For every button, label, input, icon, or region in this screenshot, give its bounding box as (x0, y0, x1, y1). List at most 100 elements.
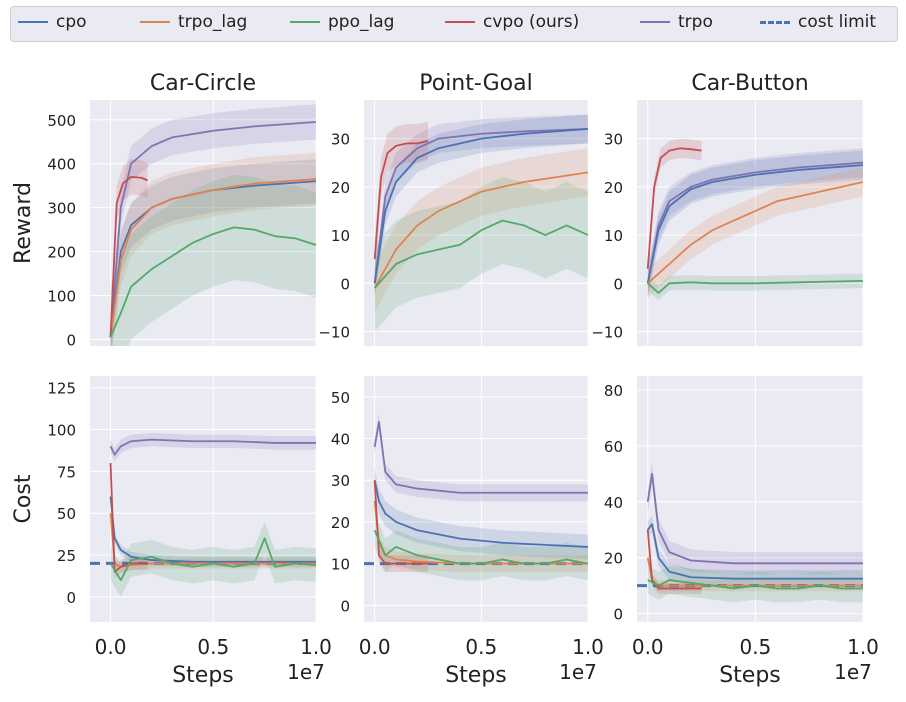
series-line-cvpo-ours- (373, 480, 428, 565)
y-tick-label: 20 (604, 550, 623, 568)
band-trpo-lag (110, 152, 316, 346)
plot-area (90, 432, 316, 597)
x-tick-label: 1.0 (847, 635, 879, 659)
y-tick-label: 60 (604, 438, 623, 456)
x-tick-label: 0.5 (465, 635, 497, 659)
y-tick-label: 20 (331, 179, 350, 197)
legend-label: cpo (56, 12, 87, 32)
band-cpo (647, 150, 863, 298)
y-tick-label: 30 (604, 131, 623, 149)
y-tick-label: 75 (57, 463, 76, 481)
series-line-trpo-lag (373, 171, 588, 289)
y-tick-label: 300 (47, 200, 76, 218)
series-line-ppo-lag (109, 537, 316, 582)
chart-panel-1: 0 100 200 300 400 500 Car-Circle Reward (11, 71, 317, 349)
y-tick-label: 500 (47, 112, 76, 130)
series-line-cvpo-ours- (646, 147, 702, 269)
y-tick-label: 50 (331, 389, 350, 407)
band-ppo-lag (374, 177, 588, 332)
y-tick-label: 20 (604, 179, 623, 197)
y-tick-label: 200 (47, 244, 76, 262)
y-tick-label: 40 (331, 431, 350, 449)
band-cpo (374, 467, 588, 560)
band-ppo-lag (647, 273, 863, 301)
chart-title: Car-Circle (150, 71, 256, 96)
series-line-trpo (373, 420, 588, 494)
legend-line (18, 21, 48, 23)
legend-label: ppo_lag (328, 12, 395, 32)
legend-label: cost limit (798, 12, 877, 32)
y-tick-label: 0 (340, 597, 350, 615)
band-ppo-lag (110, 174, 316, 346)
series-line-trpo (109, 438, 316, 456)
y-tick-label: 10 (604, 227, 623, 245)
chart-title: Car-Button (691, 71, 808, 96)
series-line-trpo (646, 161, 863, 284)
chart-panel-4: 0 25 50 75 100 125 Cost 0.0 0.5 1.0 Steps 1e7 (11, 376, 332, 688)
series-line-ppo-lag (373, 219, 588, 289)
x-tick-label: 0.5 (197, 635, 229, 659)
y-tick-label: 400 (47, 156, 76, 174)
band-cvpo-ours- (110, 159, 148, 346)
y-tick-label: 20 (331, 514, 350, 532)
chart-title: Point-Goal (419, 71, 532, 96)
chart-panel-6: 0 20 40 60 80 0.0 0.5 1.0 Steps 1e7 (604, 376, 879, 688)
y-tick-label: 125 (47, 380, 76, 398)
y-tick-label: 0 (613, 275, 623, 293)
plot-area (646, 138, 863, 301)
y-tick-label: 25 (57, 547, 76, 565)
legend-entry-cost-limit: cost limit (760, 8, 876, 36)
legend-line (290, 21, 320, 23)
band-cvpo-ours- (647, 524, 702, 595)
legend-line (640, 21, 670, 23)
series-line-ppo-lag (647, 579, 863, 590)
series-line-cvpo-ours- (109, 462, 148, 573)
y-tick-label: 0 (66, 589, 76, 607)
plot-area (109, 104, 316, 346)
chart-panel-2: −10 0 10 20 30 Point-Goal (318, 71, 589, 346)
y-tick-label: 10 (331, 227, 350, 245)
legend-label: trpo (678, 12, 713, 32)
y-tick-label: 0 (340, 275, 350, 293)
x-axis-multiplier: 1e7 (287, 660, 325, 684)
y-tick-label: 40 (604, 494, 623, 512)
band-trpo (374, 114, 588, 298)
series-line-cvpo-ours- (109, 175, 148, 338)
chart-panel-3: −10 0 10 20 30 Car-Button (591, 71, 864, 346)
series-line-trpo (646, 472, 863, 565)
x-tick-label: 0.0 (359, 635, 391, 659)
series-line-cpo (373, 480, 588, 548)
plot-area (373, 114, 588, 332)
series-line-trpo-lag (109, 178, 316, 338)
series-line-cvpo-ours- (373, 140, 429, 260)
x-axis-multiplier: 1e7 (834, 660, 872, 684)
legend (10, 6, 898, 42)
plot-area (637, 462, 863, 603)
series-line-cvpo-ours- (646, 529, 702, 590)
legend-line (140, 21, 170, 23)
plot-background (90, 376, 316, 622)
legend-entry-cpo: cpo (18, 8, 87, 36)
y-tick-label: 80 (604, 382, 623, 400)
band-trpo (110, 104, 316, 346)
series-line-trpo-lag (647, 181, 863, 284)
plot-area (364, 413, 588, 581)
x-axis-label: Steps (719, 663, 781, 688)
chart-panel-5: 0 10 20 30 40 50 0.0 0.5 1.0 Steps 1e7 (331, 376, 604, 688)
series-line-cpo (109, 496, 316, 563)
y-tick-label: 30 (331, 131, 350, 149)
legend-entry-ppo-lag: ppo_lag (290, 8, 394, 36)
legend-label: cvpo (ours) (483, 12, 580, 32)
plot-background (90, 100, 316, 346)
plot-background (364, 376, 588, 622)
y-tick-label: −10 (591, 324, 623, 342)
series-line-cpo (647, 523, 863, 580)
band-cvpo-ours- (647, 138, 702, 279)
series-line-ppo-lag (373, 529, 588, 565)
series-line-trpo (109, 121, 316, 338)
y-tick-label: 100 (47, 287, 76, 305)
x-axis-label: Steps (445, 663, 507, 688)
x-tick-label: 0.0 (632, 635, 664, 659)
band-trpo-lag (647, 167, 863, 298)
